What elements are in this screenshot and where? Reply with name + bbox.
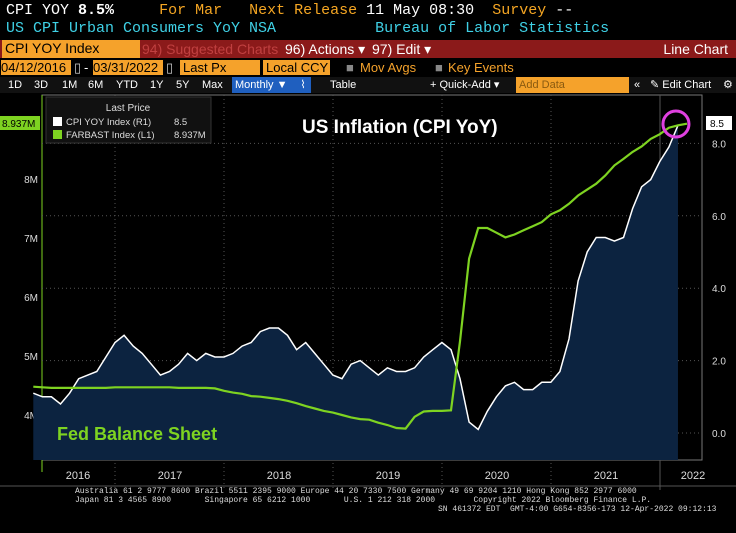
right-last-label: 8.5 xyxy=(710,119,724,130)
x-tick-label: 2021 xyxy=(594,470,618,482)
suggested-charts-button[interactable]: 94) Suggested Charts xyxy=(142,41,278,57)
mov-avgs-checkbox[interactable]: ■ xyxy=(346,60,354,75)
x-tick-label: 2016 xyxy=(66,470,90,482)
period-3d[interactable]: 3D xyxy=(34,77,48,93)
currency-select[interactable]: Local CCY xyxy=(263,60,330,75)
price-select[interactable]: Last Px xyxy=(180,60,260,75)
x-tick-label: 2020 xyxy=(485,470,509,482)
legend-value-fed: 8.937M xyxy=(174,130,206,141)
toolbar: CPI YOY Index 94) Suggested Charts 96) A… xyxy=(0,40,736,58)
table-button[interactable]: Table xyxy=(330,77,356,93)
fed-annotation: Fed Balance Sheet xyxy=(57,424,217,444)
chart-title: US Inflation (CPI YoY) xyxy=(302,117,498,138)
legend-swatch-fed xyxy=(53,130,62,139)
left-tick-label: 6M xyxy=(24,293,38,304)
period-bar: Monthly ▼ ⌇ Table + Quick-Add ▾ Add Data… xyxy=(0,77,736,93)
right-tick-label: 2.0 xyxy=(712,357,726,368)
footer-line2: Japan 81 3 4565 8900 Singapore 65 6212 1… xyxy=(75,496,651,505)
legend-entry-cpi: CPI YOY Index (R1) xyxy=(66,117,151,128)
edit-chart-button[interactable]: ✎ Edit Chart xyxy=(650,77,711,93)
legend-value-cpi: 8.5 xyxy=(174,117,187,128)
legend-title: Last Price xyxy=(106,103,151,114)
frequency-select[interactable]: Monthly ▼ xyxy=(232,77,296,93)
left-last-label: 8.937M xyxy=(2,119,35,130)
x-tick-label: 2022 xyxy=(681,470,705,482)
start-date-field[interactable]: 04/12/2016 xyxy=(1,60,71,75)
footer-line3: SN 461372 EDT GMT-4:00 G654-8356-173 12-… xyxy=(438,505,716,514)
key-events-label[interactable]: Key Events xyxy=(448,60,514,75)
calendar-icon[interactable]: ▯ xyxy=(166,60,173,75)
line-chart-icon[interactable]: ⌇ xyxy=(295,77,311,93)
collapse-button[interactable]: « xyxy=(634,77,640,93)
actions-button[interactable]: 96) Actions ▾ xyxy=(285,41,365,58)
footer-line1: Australia 61 2 9777 8600 Brazil 5511 239… xyxy=(75,487,637,496)
mov-avgs-label[interactable]: Mov Avgs xyxy=(360,60,416,75)
x-tick-label: 2018 xyxy=(267,470,291,482)
legend-entry-fed: FARBAST Index (L1) xyxy=(66,130,155,141)
calendar-icon[interactable]: ▯ xyxy=(74,60,81,75)
quick-add-button[interactable]: + Quick-Add ▾ xyxy=(430,77,499,93)
period-6m[interactable]: 6M xyxy=(88,77,103,93)
security-description: US CPI Urban Consumers YoY NSA Bureau of… xyxy=(6,20,609,37)
period-max[interactable]: Max xyxy=(202,77,223,93)
add-data-input[interactable]: Add Data xyxy=(516,77,629,93)
edit-button[interactable]: 97) Edit ▾ xyxy=(372,41,431,58)
security-header: CPI YOY 8.5% For Mar Next Release 11 May… xyxy=(6,2,573,19)
end-date-field[interactable]: 03/31/2022 xyxy=(93,60,163,75)
right-tick-label: 6.0 xyxy=(712,212,726,223)
left-tick-label: 5M xyxy=(24,352,38,363)
period-5y[interactable]: 5Y xyxy=(176,77,189,93)
key-events-checkbox[interactable]: ■ xyxy=(435,60,443,75)
period-1m[interactable]: 1M xyxy=(62,77,77,93)
x-tick-label: 2019 xyxy=(376,470,400,482)
left-tick-label: 7M xyxy=(24,234,38,245)
x-tick-label: 2017 xyxy=(158,470,182,482)
range-bar: 04/12/2016 ▯ - 03/31/2022 ▯ Last Px Loca… xyxy=(0,60,736,76)
period-ytd[interactable]: YTD xyxy=(116,77,138,93)
legend-swatch-cpi xyxy=(53,117,62,126)
period-1y[interactable]: 1Y xyxy=(150,77,163,93)
period-1d[interactable]: 1D xyxy=(8,77,22,93)
left-tick-label: 8M xyxy=(24,175,38,186)
right-tick-label: 0.0 xyxy=(712,429,726,440)
right-tick-label: 8.0 xyxy=(712,139,726,150)
right-tick-label: 4.0 xyxy=(712,284,726,295)
chart-type-label[interactable]: Line Chart xyxy=(663,41,728,57)
security-field[interactable]: CPI YOY Index xyxy=(2,40,140,58)
settings-icon[interactable]: ⚙ xyxy=(723,77,733,93)
date-separator: - xyxy=(84,60,88,75)
